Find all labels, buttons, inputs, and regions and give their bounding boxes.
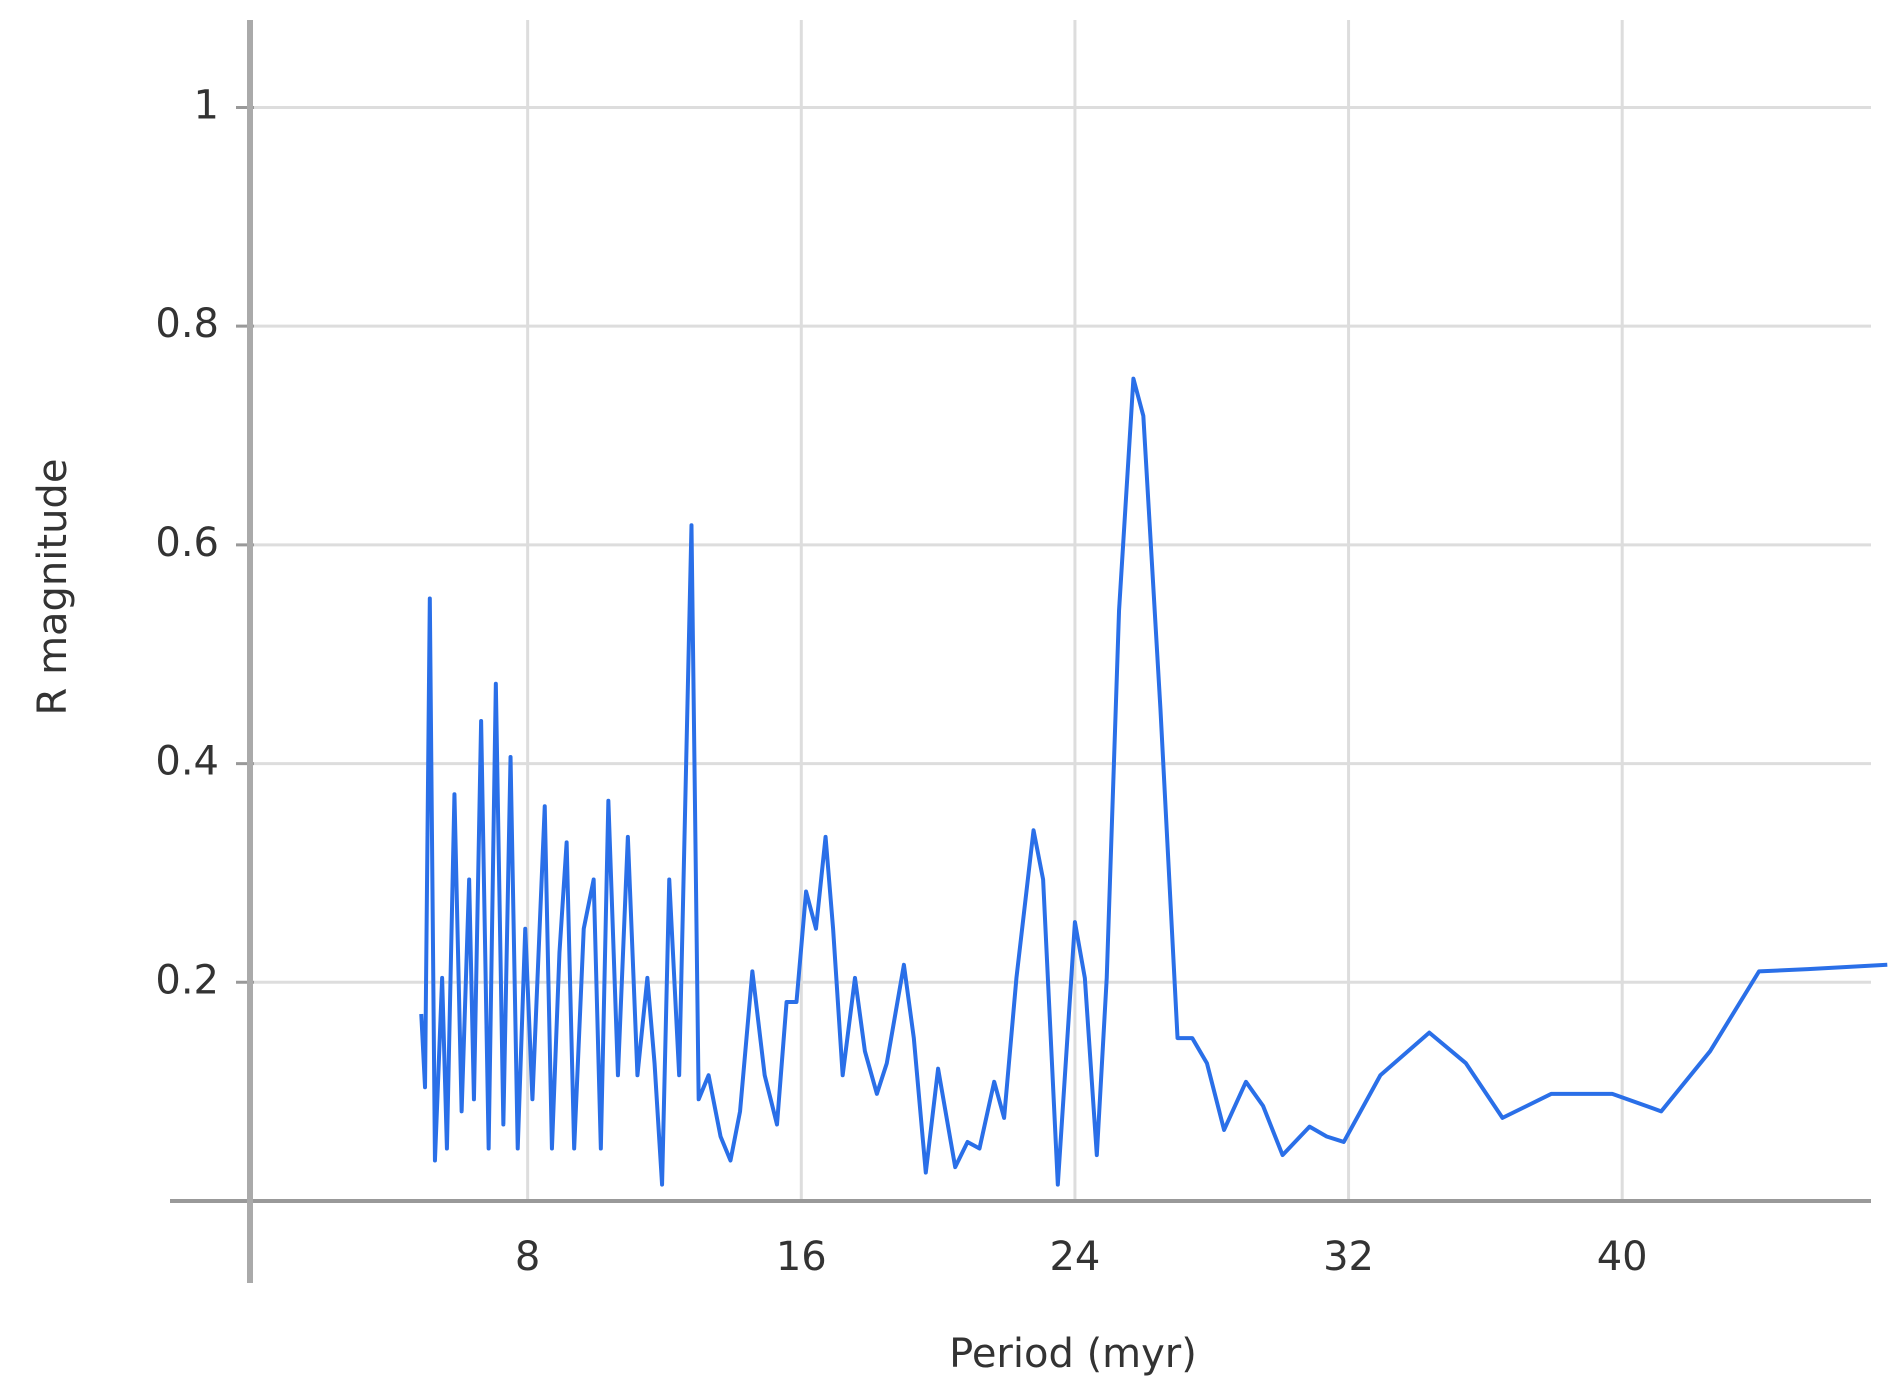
y-axis-label: R magnitude <box>30 459 76 716</box>
y-tick-label: 0.4 <box>155 739 219 785</box>
y-tick-label: 0.2 <box>155 957 219 1003</box>
y-tick-label: 1 <box>194 82 219 128</box>
y-tick-label: 0.8 <box>155 301 219 347</box>
x-tick-label: 32 <box>1323 1234 1374 1280</box>
y-tick-label: 0.6 <box>155 520 219 566</box>
x-tick-label: 40 <box>1597 1234 1648 1280</box>
x-axis-label: Period (myr) <box>949 1331 1197 1377</box>
x-tick-label: 8 <box>515 1234 540 1280</box>
data-line <box>419 376 1888 1187</box>
x-tick-label: 24 <box>1049 1234 1100 1280</box>
x-tick-label: 16 <box>776 1234 827 1280</box>
